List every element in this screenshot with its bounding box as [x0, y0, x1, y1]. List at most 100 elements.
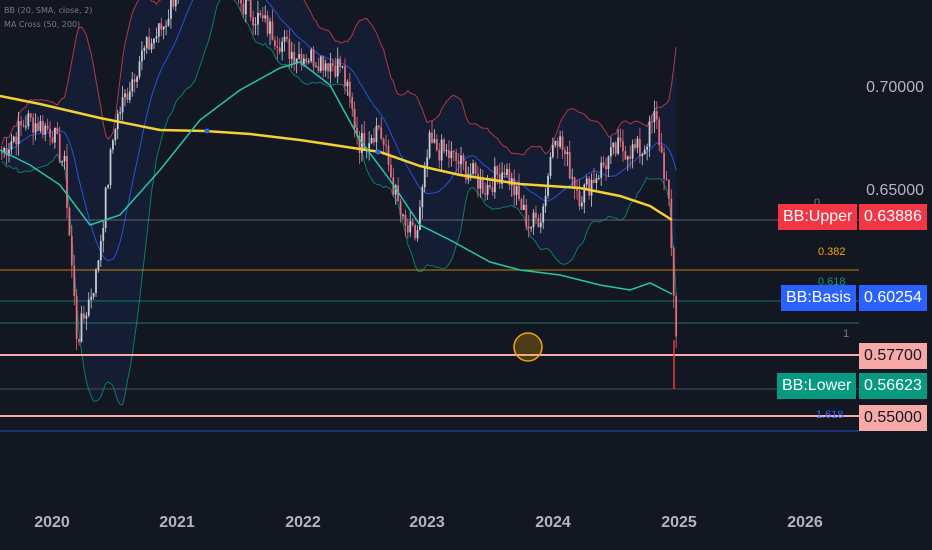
- candle-body: [322, 56, 325, 71]
- candle-body: [346, 81, 349, 87]
- candle-body: [626, 156, 629, 160]
- candle-body: [12, 136, 15, 142]
- candle-body: [312, 49, 315, 67]
- candle-body: [624, 151, 627, 160]
- candle-body: [95, 269, 97, 294]
- candle-body: [334, 65, 337, 77]
- candle-body: [486, 184, 489, 195]
- candle-body: [571, 177, 574, 179]
- candle-body: [107, 185, 109, 188]
- ma-cross-marker: [375, 149, 381, 155]
- candle-body: [22, 125, 25, 127]
- bb-basis-tag: BB:Basis: [781, 285, 856, 311]
- candle-body: [380, 127, 383, 139]
- candle-body: [373, 137, 375, 143]
- candle-body: [600, 162, 603, 178]
- candle-body: [634, 144, 636, 148]
- candle-body: [344, 66, 346, 87]
- candle-body: [44, 125, 47, 135]
- candle-body: [597, 177, 600, 179]
- candle-body: [612, 142, 615, 148]
- bb-upper-line: [1, 0, 677, 156]
- candle-body: [49, 128, 51, 138]
- candle-body: [141, 50, 143, 62]
- candle-body: [99, 240, 102, 261]
- candle-body: [638, 138, 641, 156]
- x-tick-2026: 2026: [787, 514, 823, 531]
- candle-body: [460, 155, 462, 165]
- candle-body: [580, 202, 583, 207]
- candle-body: [423, 166, 426, 188]
- ma-cross-indicator-legend[interactable]: MA Cross (50, 200): [4, 20, 81, 29]
- candle-body: [119, 112, 122, 114]
- candle-body: [605, 165, 607, 170]
- candle-body: [51, 137, 54, 143]
- candle-body: [503, 172, 506, 175]
- candle-body: [585, 178, 588, 185]
- candle-body: [273, 40, 276, 47]
- candle-body: [315, 66, 317, 68]
- candle-body: [37, 123, 39, 131]
- candle-body: [474, 163, 477, 174]
- candle-body: [29, 113, 32, 118]
- candle-body: [537, 217, 540, 228]
- candle-body: [112, 140, 114, 150]
- candle-body: [431, 132, 433, 143]
- candle-body: [109, 149, 112, 186]
- candle-body: [155, 36, 158, 39]
- candle-body: [535, 212, 537, 218]
- candle-body: [128, 91, 131, 100]
- highlight-circle: [513, 332, 543, 362]
- candle-body: [532, 212, 535, 228]
- candle-body: [157, 23, 160, 37]
- ma-cross-marker: [204, 128, 210, 134]
- candle-body: [368, 143, 371, 149]
- candle-body: [549, 156, 552, 176]
- candle-body: [390, 164, 392, 178]
- candle-body: [404, 214, 407, 226]
- candle-body: [46, 125, 49, 129]
- candle-body: [264, 15, 267, 19]
- candle-body: [240, 0, 242, 4]
- candle-body: [259, 12, 262, 16]
- candle-body: [249, 0, 252, 18]
- bb-upper-tag: BB:Upper: [778, 204, 858, 230]
- candle-body: [131, 79, 134, 92]
- candle-body: [167, 18, 170, 26]
- candle-body: [614, 142, 617, 154]
- candle-body: [102, 228, 105, 241]
- candle-body: [426, 157, 429, 167]
- bb-indicator-legend[interactable]: BB (20, SMA, close, 2): [4, 6, 93, 15]
- candle-body: [3, 148, 6, 153]
- candle-body: [561, 136, 564, 150]
- candle-body: [648, 121, 651, 147]
- candle-body: [302, 58, 305, 66]
- candle-body: [121, 97, 124, 113]
- candle-body: [655, 111, 658, 120]
- candle-body: [554, 140, 557, 146]
- candle-body: [78, 338, 80, 342]
- candle-body: [670, 198, 673, 249]
- candle-body: [34, 123, 37, 133]
- candle-body: [414, 225, 416, 239]
- candle-body: [324, 63, 327, 71]
- candle-body: [469, 173, 472, 175]
- candle-body: [293, 52, 296, 64]
- candle-body: [457, 160, 460, 165]
- candle-body: [542, 206, 545, 223]
- candle-body: [363, 133, 366, 151]
- candle-body: [660, 145, 663, 153]
- x-tick-2021: 2021: [159, 514, 195, 531]
- candle-body: [307, 61, 310, 63]
- candle-body: [564, 149, 566, 155]
- x-tick-2023: 2023: [409, 514, 445, 531]
- candle-body: [281, 41, 284, 52]
- candle-body: [472, 163, 474, 174]
- candle-body: [300, 54, 303, 66]
- candle-body: [83, 313, 85, 319]
- candle-body: [559, 136, 562, 147]
- candle-body: [124, 93, 126, 98]
- candle-body: [445, 150, 448, 152]
- candle-body: [399, 201, 402, 216]
